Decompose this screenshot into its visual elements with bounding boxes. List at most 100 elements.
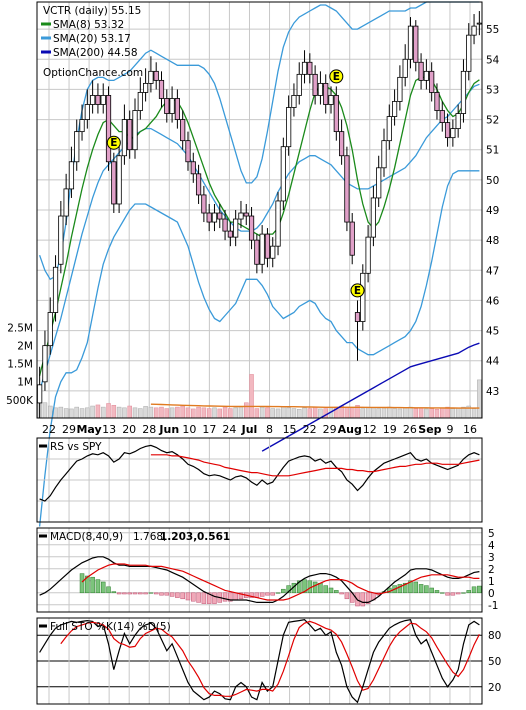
earnings-marker xyxy=(329,69,344,84)
macd-histogram-bar xyxy=(191,592,196,602)
candle-body xyxy=(195,173,202,196)
macd-histogram-bar xyxy=(312,581,318,594)
macd-histogram-bar xyxy=(185,592,191,601)
earnings-marker xyxy=(106,135,121,150)
macd-histogram-bar xyxy=(323,585,328,594)
candle-body xyxy=(466,34,472,72)
volume-bar xyxy=(349,407,355,419)
macd-histogram-bar xyxy=(132,592,138,595)
volume-bar xyxy=(275,408,281,419)
volume-bar xyxy=(440,407,445,419)
candle-body xyxy=(391,101,398,117)
candle-body xyxy=(360,272,366,322)
candle-body xyxy=(79,119,85,133)
candle-body xyxy=(47,312,53,347)
volume-bar xyxy=(69,408,74,419)
candle-body xyxy=(211,212,218,223)
macd-panel-title: MACD(8,40,9) xyxy=(50,531,123,543)
macd-histogram-bar xyxy=(461,592,466,594)
rs-panel-title: RS vs SPY xyxy=(50,441,102,453)
macd-y-tick: 2 xyxy=(488,564,495,576)
volume-bar xyxy=(164,408,170,419)
candle-body xyxy=(206,212,212,223)
volume-bar xyxy=(122,407,127,419)
macd-histogram-bar xyxy=(259,592,265,597)
x-axis-tick: 9 xyxy=(446,423,453,436)
candle-body xyxy=(137,92,143,111)
candle-body xyxy=(450,128,456,139)
volume-y-tick: 2.5M xyxy=(7,322,33,334)
macd-histogram-bar xyxy=(328,587,334,594)
macd-histogram-bar xyxy=(302,579,307,594)
volume-bar xyxy=(376,408,381,419)
macd-y-tick: 3 xyxy=(488,552,495,564)
macd-histogram-bar xyxy=(270,592,275,596)
macd-histogram-bar xyxy=(434,590,440,594)
macd-histogram-bar xyxy=(365,592,371,604)
volume-bar xyxy=(413,408,419,419)
macd-histogram-bar xyxy=(122,592,127,595)
macd-histogram-bar xyxy=(79,573,85,594)
volume-bar xyxy=(63,408,69,419)
x-axis-tick: Aug xyxy=(338,423,362,436)
macd-histogram-bar xyxy=(418,584,424,594)
volume-bar xyxy=(259,406,265,419)
earnings-marker-label: E xyxy=(333,71,340,83)
candle-body xyxy=(444,122,451,139)
volume-bar xyxy=(365,406,371,419)
x-axis-tick: 29 xyxy=(62,423,76,436)
macd-histogram-bar xyxy=(127,592,132,595)
candle-body xyxy=(37,384,43,404)
bollinger-upper-line xyxy=(38,1,480,281)
macd-line xyxy=(39,556,480,603)
macd-histogram-bar xyxy=(402,582,408,594)
candle-body xyxy=(328,95,334,105)
candle-body xyxy=(238,212,244,220)
sto-y-tick: 50 xyxy=(488,656,501,668)
volume-bar xyxy=(132,407,138,419)
volume-bar xyxy=(471,408,477,419)
macd-histogram-bar xyxy=(164,592,170,596)
candle-body xyxy=(275,200,281,247)
sto-panel-frame xyxy=(36,617,483,705)
macd-histogram-bar xyxy=(318,582,323,594)
candle-body xyxy=(105,95,112,163)
volume-bar xyxy=(450,408,456,419)
volume-bar xyxy=(244,402,249,419)
volume-bar xyxy=(106,403,111,419)
candle-body xyxy=(413,25,419,63)
macd-histogram-bar xyxy=(116,592,122,595)
candle-body xyxy=(476,22,482,25)
rs-line xyxy=(39,444,480,502)
candle-body xyxy=(68,161,75,190)
candle-body xyxy=(148,70,154,84)
volume-bar xyxy=(90,405,95,419)
macd-histogram-bar xyxy=(180,592,185,600)
volume-bar xyxy=(281,406,286,419)
macd-histogram-bar xyxy=(440,592,445,594)
macd-histogram-bar xyxy=(153,592,159,595)
volume-bar xyxy=(58,406,64,419)
price-y-tick: 44 xyxy=(486,356,500,368)
volume-bar xyxy=(424,408,429,419)
x-axis-tick: 19 xyxy=(383,423,397,436)
x-axis-tick: 22 xyxy=(303,423,317,436)
macd-histogram-bar xyxy=(100,581,106,594)
candle-body xyxy=(153,70,159,81)
volume-bar xyxy=(116,406,122,419)
candle-body xyxy=(243,212,249,217)
macd-signal-line xyxy=(81,563,480,601)
bollinger-lower-line xyxy=(38,170,480,527)
candle-body xyxy=(127,119,133,151)
candle-body xyxy=(471,25,477,36)
candle-body xyxy=(381,140,387,169)
candle-body xyxy=(296,73,302,96)
volume-bar xyxy=(429,408,434,419)
candle-body xyxy=(323,82,329,105)
macd-y-tick: 5 xyxy=(488,528,495,540)
volume-bar xyxy=(408,406,413,419)
candle-body xyxy=(291,95,297,108)
candle-body xyxy=(407,25,414,60)
macd-histogram-bar xyxy=(477,585,482,594)
